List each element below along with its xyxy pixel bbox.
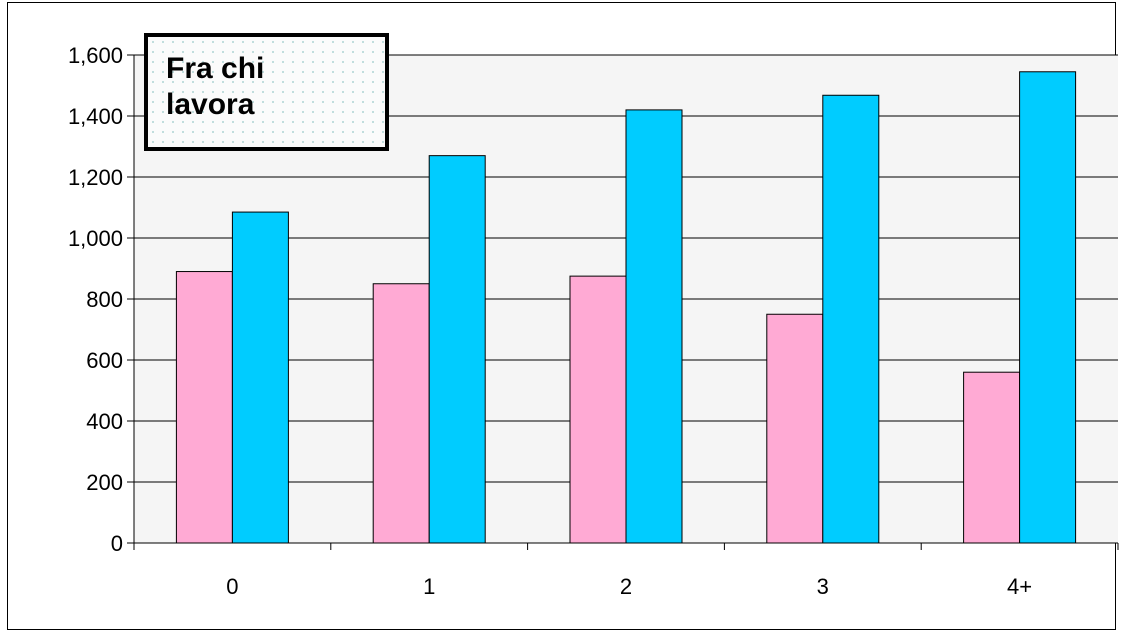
bar-series-2 — [428, 155, 486, 544]
bar-series-1 — [766, 313, 824, 544]
y-tick-label: 1,000 — [68, 226, 123, 251]
axes — [127, 54, 1119, 550]
annotation-box: Fra chi lavora — [144, 33, 389, 151]
y-tick-label: 1,200 — [68, 165, 123, 190]
bar-series-1 — [569, 275, 627, 544]
bar-series-2 — [625, 109, 683, 544]
y-tick-label: 1,600 — [68, 43, 123, 68]
x-tick-label: 2 — [620, 574, 632, 599]
bar-series-1 — [175, 271, 233, 544]
y-tick-label: 800 — [86, 287, 123, 312]
bar-series-2 — [1019, 71, 1077, 544]
x-tick-label: 1 — [423, 574, 435, 599]
x-tick-label: 3 — [817, 574, 829, 599]
y-tick-label: 200 — [86, 470, 123, 495]
bar-series-2 — [822, 94, 880, 544]
bar-series-1 — [372, 283, 430, 544]
bar-series-2 — [231, 211, 289, 544]
bars — [175, 71, 1077, 544]
x-tick-label: 0 — [226, 574, 238, 599]
y-tick-label: 0 — [111, 531, 123, 556]
annotation-text: Fra chi lavora — [166, 52, 265, 121]
tick-labels: 0 200 400 600 800 1,000 1,200 1,400 1,600 0 1 2 3 4+ — [68, 43, 1032, 599]
bar-series-1 — [963, 371, 1021, 544]
y-tick-label: 400 — [86, 409, 123, 434]
x-tick-label: 4+ — [1007, 574, 1032, 599]
y-tick-label: 1,400 — [68, 104, 123, 129]
y-tick-label: 600 — [86, 348, 123, 373]
